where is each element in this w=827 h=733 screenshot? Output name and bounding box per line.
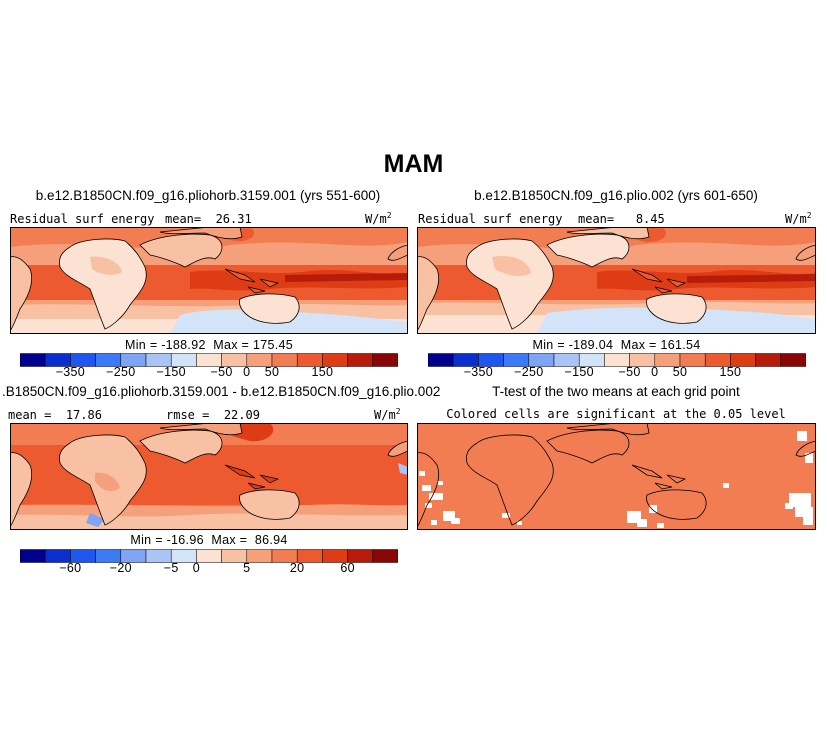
panel1-minmax: Min = -188.92 Max = 175.45 — [125, 338, 293, 352]
colorbar-tick-label: 0 — [651, 365, 659, 379]
panel4-map — [417, 423, 816, 530]
panel3-colorbar-ticks: −60 −20 −5 0 5 20 60 — [20, 561, 398, 577]
panel2-minmax: Min = -189.04 Max = 161.54 — [532, 338, 701, 352]
colorbar-tick-label: 0 — [243, 365, 251, 379]
panel2-title: b.e12.B1850CN.f09_g16.plio.002 (yrs 601-… — [474, 188, 758, 203]
panel3-title: .B1850CN.f09_g16.pliohorb.3159.001 - b.e… — [2, 384, 441, 399]
colorbar-tick-label: −50 — [210, 365, 233, 379]
panel2-variable-label: Residual surf energy — [418, 212, 563, 226]
panel3-mean: mean = 17.86 — [8, 408, 102, 422]
colorbar-tick-label: 150 — [311, 365, 334, 379]
colorbar-tick-label: −350 — [463, 365, 494, 379]
panel4-subtitle: Colored cells are significant at the 0.0… — [446, 407, 786, 421]
colorbar-tick-label: −150 — [564, 365, 594, 379]
colorbar-tick-label: −20 — [109, 561, 132, 575]
colorbar-tick-label: −250 — [514, 365, 544, 379]
colorbar-tick-label: 20 — [289, 561, 305, 575]
panel3-map — [10, 423, 408, 530]
panel3-minmax: Min = -16.96 Max = 86.94 — [130, 533, 288, 547]
panel1-map — [10, 227, 408, 334]
colorbar-tick-label: −60 — [59, 561, 82, 575]
panel1-units: W/m2 — [365, 211, 392, 226]
panel2-mean: mean= 8.45 — [578, 212, 665, 226]
colorbar-tick-label: −350 — [55, 365, 86, 379]
panel1-colorbar-ticks: −350 −250 −150 −50 0 50 150 — [20, 365, 398, 381]
colorbar-tick-label: 5 — [243, 561, 251, 575]
panel2-colorbar-ticks: −350 −250 −150 −50 0 50 150 — [428, 365, 806, 381]
colorbar-tick-label: 50 — [264, 365, 280, 379]
panel2-colorbar — [428, 353, 806, 367]
panel2-map — [417, 227, 816, 334]
colorbar-tick-label: −250 — [106, 365, 136, 379]
panel1-mean: mean= 26.31 — [165, 212, 252, 226]
panel3-rmse: rmse = 22.09 — [166, 408, 260, 422]
panel2-units: W/m2 — [785, 211, 812, 226]
colorbar-tick-label: −50 — [618, 365, 641, 379]
panel1-variable-label: Residual surf energy — [10, 212, 155, 226]
panel1-colorbar — [20, 353, 398, 367]
panel4-title: T-test of the two means at each grid poi… — [492, 384, 740, 399]
colorbar-tick-label: 0 — [192, 561, 201, 575]
main-title: MAM — [383, 150, 444, 178]
colorbar-tick-label: −150 — [156, 365, 186, 379]
panel1-title: b.e12.B1850CN.f09_g16.pliohorb.3159.001 … — [35, 188, 381, 203]
colorbar-tick-label: −5 — [163, 561, 179, 575]
colorbar-tick-label: 60 — [340, 561, 355, 575]
panel3-colorbar — [20, 549, 398, 563]
panel3-units: W/m2 — [374, 407, 401, 422]
colorbar-tick-label: 50 — [672, 365, 688, 379]
colorbar-tick-label: 150 — [719, 365, 742, 379]
